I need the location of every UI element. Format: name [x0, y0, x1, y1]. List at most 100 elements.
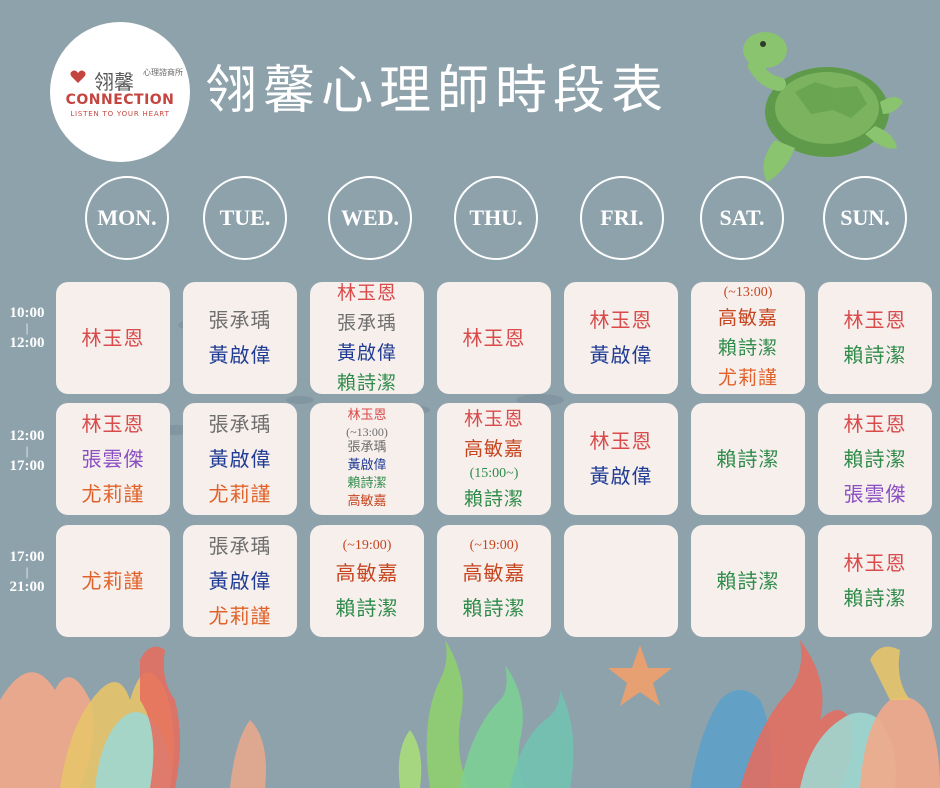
therapist-name: 林玉恩 — [462, 325, 526, 350]
therapist-name: 黃啟偉 — [208, 568, 272, 593]
therapist-name: 高敏嘉 — [347, 494, 387, 509]
schedule-cell-tue-slot-1: 張承瑀 黃啟偉 — [183, 282, 297, 394]
schedule-cell-sun-slot-2: 林玉恩 賴詩潔 張雲傑 — [818, 403, 932, 515]
therapist-name: 林玉恩 — [843, 308, 907, 332]
time-slot-3-end: 21:00 — [9, 579, 45, 595]
schedule-cell-mon-slot-1: 林玉恩 — [56, 282, 170, 394]
day-header-mon: MON. — [85, 176, 169, 260]
schedule-cell-thu-slot-2: 林玉恩高敏嘉 (15:00~) 賴詩潔 — [437, 403, 551, 515]
therapist-name: 賴詩潔 — [716, 446, 780, 471]
schedule-cell-sat-slot-3: 賴詩潔 — [691, 525, 805, 637]
schedule-cell-tue-slot-3: 張承瑀 黃啟偉 尤莉謹 — [183, 525, 297, 637]
day-header-tue: TUE. — [203, 176, 287, 260]
therapist-name: 賴詩潔 — [843, 446, 907, 471]
therapist-name: 林玉恩 — [347, 408, 387, 423]
therapist-name: 高敏嘉 — [335, 561, 399, 585]
therapist-name: 張承瑀 — [208, 308, 272, 332]
time-note: (15:00~) — [469, 466, 519, 481]
therapist-name: 黃啟偉 — [336, 342, 397, 364]
time-slot-3-separator: | — [25, 564, 29, 579]
therapist-name: 林玉恩 — [81, 411, 145, 436]
time-slot-1: 10:00 | 12:00 — [2, 304, 52, 352]
therapist-name: 黃啟偉 — [208, 446, 272, 471]
schedule-cell-fri-slot-2: 林玉恩 黃啟偉 — [564, 403, 678, 515]
time-slot-3: 17:00 | 21:00 — [2, 548, 52, 596]
day-header-fri: FRI. — [580, 176, 664, 260]
therapist-name: 賴詩潔 — [463, 488, 524, 510]
schedule-cell-thu-slot-3: (~19:00) 高敏嘉賴詩潔 — [437, 525, 551, 637]
therapist-name: 高敏嘉 — [717, 307, 778, 329]
day-header-sun: SUN. — [823, 176, 907, 260]
therapist-name: 賴詩潔 — [843, 586, 907, 610]
therapist-name: 林玉恩 — [589, 429, 653, 453]
therapist-name: 張承瑀 — [208, 533, 272, 558]
therapist-name: 尤莉謹 — [208, 603, 272, 628]
therapist-name: 張雲傑 — [81, 446, 145, 471]
therapist-name: 高敏嘉 — [462, 561, 526, 585]
time-slot-2-end: 17:00 — [9, 458, 45, 474]
therapist-name: 林玉恩 — [463, 408, 524, 430]
therapist-name: 張承瑀 — [208, 411, 272, 436]
therapist-name: 賴詩潔 — [716, 568, 780, 593]
therapist-name: 尤莉謹 — [81, 568, 145, 593]
time-slot-2-start: 12:00 — [9, 428, 45, 444]
therapist-name: 張雲傑 — [843, 481, 907, 506]
schedule-cell-sat-slot-1: (~13:00) 高敏嘉賴詩潔尤莉謹 — [691, 282, 805, 394]
therapist-name: 賴詩潔 — [843, 343, 907, 367]
therapist-name: 張承瑀 — [336, 312, 397, 334]
time-note: (~13:00) — [346, 425, 388, 439]
therapist-name: 黃啟偉 — [589, 464, 653, 488]
schedule-cell-mon-slot-3: 尤莉謹 — [56, 525, 170, 637]
schedule-cell-thu-slot-1: 林玉恩 — [437, 282, 551, 394]
time-slot-1-start: 10:00 — [9, 305, 45, 321]
page-title: 翎馨心理師時段表 — [205, 61, 670, 121]
logo: 翎馨 心理諮商所 CONNECTION LISTEN TO YOUR HEART — [50, 22, 190, 162]
therapist-name: 尤莉謹 — [208, 481, 272, 506]
therapist-name: 張承瑀 — [347, 440, 387, 455]
time-slot-3-start: 17:00 — [9, 549, 45, 565]
logo-chinese-name: 翎馨 — [94, 70, 134, 94]
turtle-icon — [743, 32, 903, 182]
schedule-cell-fri-slot-1: 林玉恩 黃啟偉 — [564, 282, 678, 394]
logo-chinese-subtitle: 心理諮商所 — [143, 68, 183, 77]
schedule-cell-sat-slot-2: 賴詩潔 — [691, 403, 805, 515]
time-slot-2-separator: | — [25, 443, 29, 458]
time-note: (~19:00) — [342, 538, 392, 553]
therapist-name: 高敏嘉 — [463, 438, 524, 460]
schedule-cell-fri-slot-3 — [564, 525, 678, 637]
therapist-name: 林玉恩 — [336, 282, 397, 304]
time-slot-1-end: 12:00 — [9, 335, 45, 351]
heart-icon — [70, 70, 86, 83]
day-header-wed: WED. — [328, 176, 412, 260]
therapist-name: 賴詩潔 — [336, 372, 397, 394]
therapist-name: 林玉恩 — [843, 551, 907, 575]
schedule-cell-mon-slot-2: 林玉恩 張雲傑 尤莉謹 — [56, 403, 170, 515]
day-header-sat: SAT. — [700, 176, 784, 260]
day-header-thu: THU. — [454, 176, 538, 260]
therapist-name: 賴詩潔 — [347, 476, 387, 491]
logo-brand: CONNECTION — [65, 92, 175, 108]
logo-tagline: LISTEN TO YOUR HEART — [70, 110, 170, 118]
time-note: (~13:00) — [723, 285, 773, 300]
therapist-name: 尤莉謹 — [81, 481, 145, 506]
therapist-name: 賴詩潔 — [462, 596, 526, 620]
schedule-cell-wed-slot-3: (~19:00) 高敏嘉賴詩潔 — [310, 525, 424, 637]
therapist-name: 林玉恩 — [589, 308, 653, 332]
therapist-name: 林玉恩 — [81, 325, 145, 350]
schedule-cell-wed-slot-2: 林玉恩 (~13:00) 張承瑀黃啟偉賴詩潔高敏嘉 — [310, 403, 424, 515]
therapist-name: 林玉恩 — [843, 411, 907, 436]
time-note: (~19:00) — [469, 538, 519, 553]
schedule-cell-wed-slot-1: 林玉恩張承瑀黃啟偉賴詩潔 — [310, 282, 424, 394]
therapist-name: 賴詩潔 — [717, 337, 778, 359]
therapist-name: 黃啟偉 — [589, 343, 653, 367]
time-slot-2: 12:00 | 17:00 — [2, 427, 52, 475]
therapist-name: 黃啟偉 — [347, 458, 387, 473]
time-slot-1-separator: | — [25, 320, 29, 335]
schedule-cell-tue-slot-2: 張承瑀 黃啟偉 尤莉謹 — [183, 403, 297, 515]
therapist-name: 黃啟偉 — [208, 343, 272, 367]
therapist-name: 尤莉謹 — [717, 367, 778, 389]
therapist-name: 賴詩潔 — [335, 596, 399, 620]
schedule-cell-sun-slot-1: 林玉恩 賴詩潔 — [818, 282, 932, 394]
schedule-cell-sun-slot-3: 林玉恩 賴詩潔 — [818, 525, 932, 637]
